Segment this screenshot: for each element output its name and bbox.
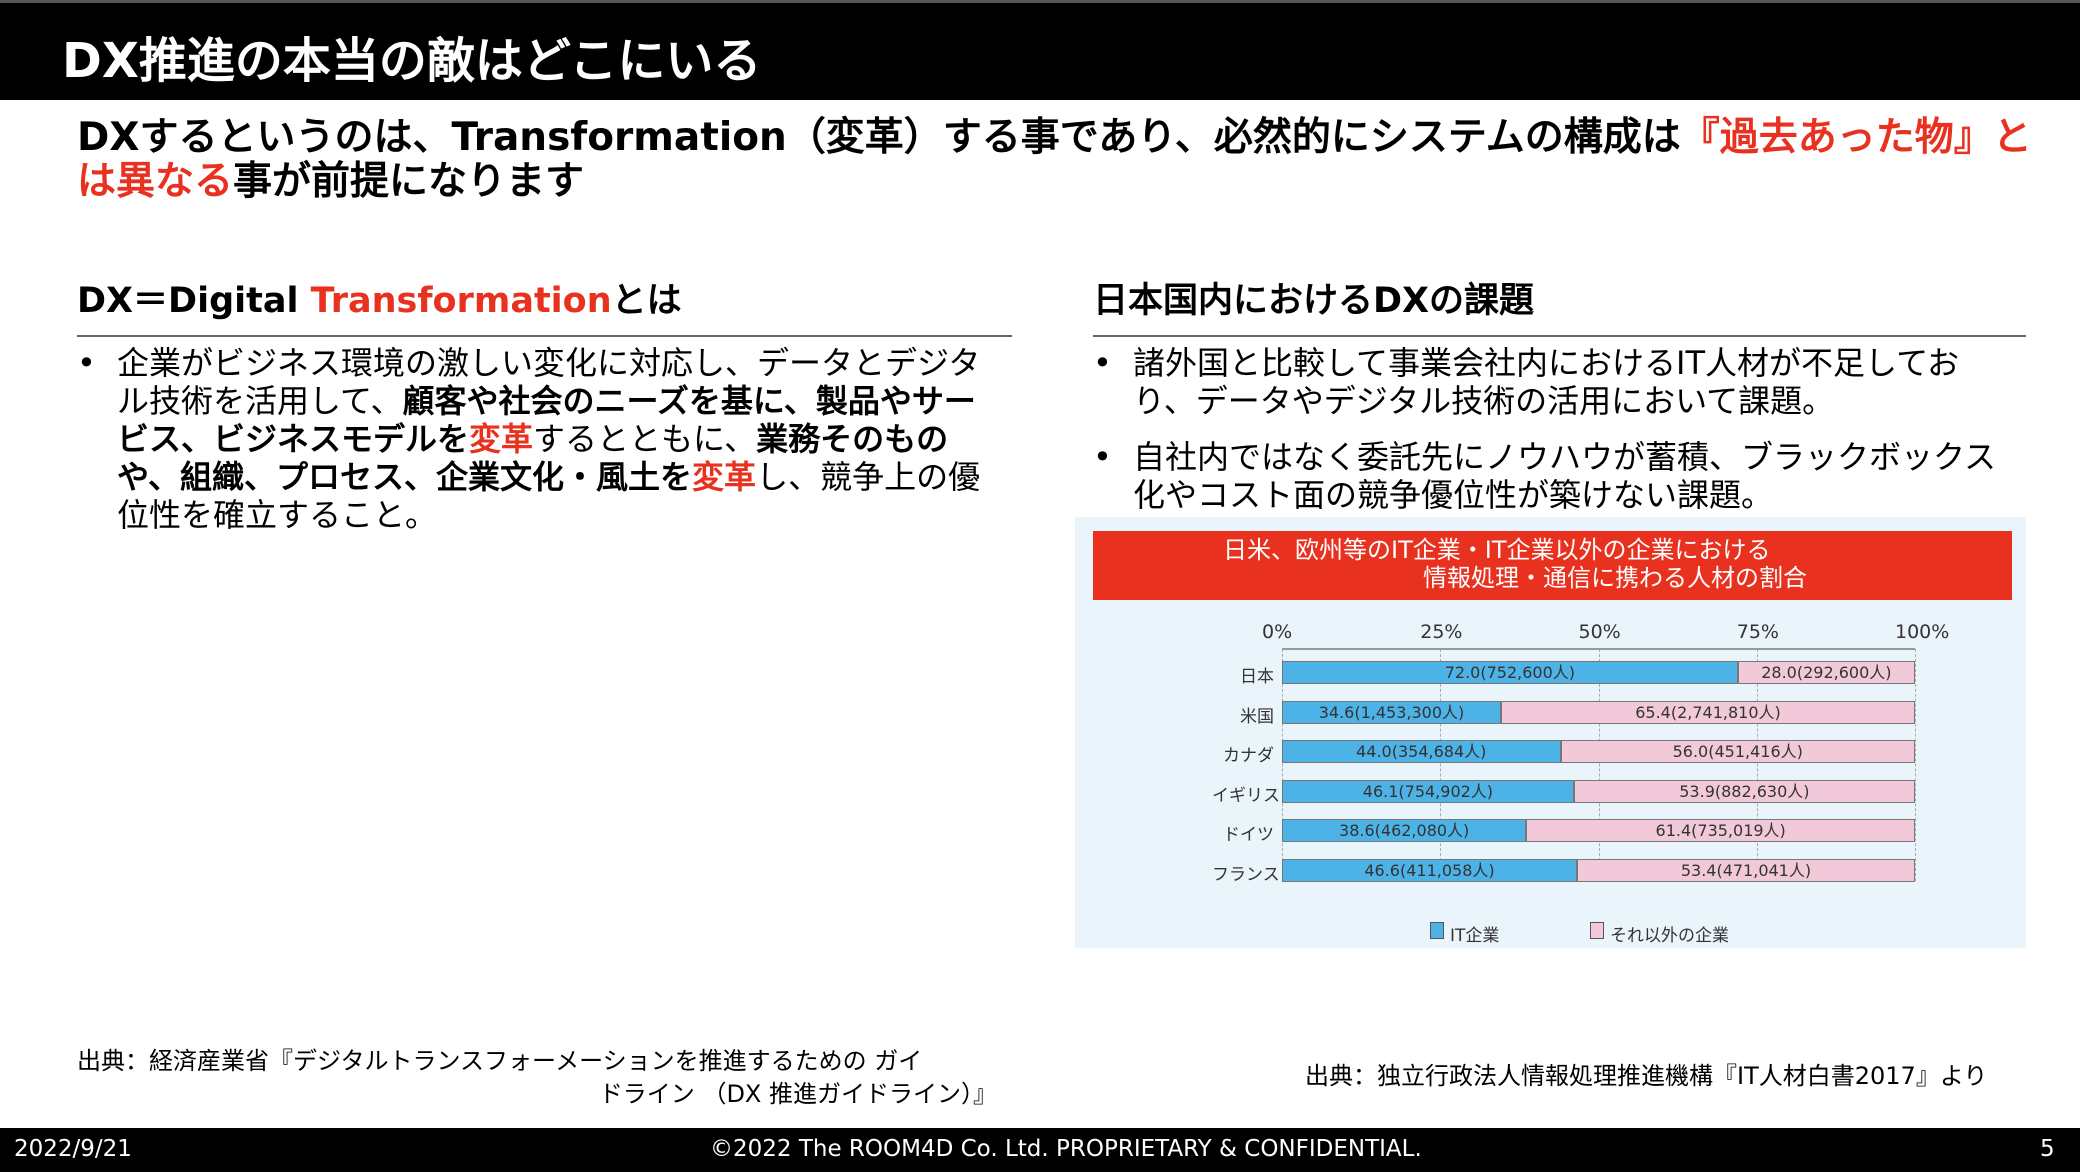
left-section-heading: DX＝Digital Transformationとは	[77, 272, 1012, 337]
bold: 業務そのものや、組織、プロセス、企業文化・風土を	[117, 420, 949, 496]
headline-highlight: 『過去あった物』とは異なる	[77, 115, 2032, 204]
left-bullets: 企業がビジネス環境の激しい変化に対応し、データとデジタル技術を活用して、顧客や社…	[77, 344, 997, 552]
source-line: ドライン （DX 推進ガイドライン）』	[598, 1080, 997, 1108]
legend-label: それ以外の企業	[1610, 926, 1729, 946]
list-item: 自社内ではなく委託先にノウハウが蓄積、ブラックボックス化やコスト面の競争優位性が…	[1093, 438, 2013, 514]
slide-title: DX推進の本当の敵はどこにいる	[62, 33, 762, 89]
red: 変革	[692, 458, 757, 496]
bar-segment: 44.0(354,684人)	[1282, 740, 1561, 763]
headline: DXするというのは、Transformation（変革）する事であり、必然的にシ…	[77, 116, 2037, 204]
gridline	[1282, 649, 1283, 881]
legend-swatch	[1430, 922, 1444, 939]
category-label: カナダ	[1223, 746, 1274, 766]
bar-segment: 65.4(2,741,810人)	[1501, 700, 1915, 724]
legend-swatch	[1590, 922, 1604, 939]
bar-segment: 34.6(1,453,300人)	[1282, 700, 1502, 724]
x-tick-label: 100%	[1895, 621, 1950, 643]
source-line: 出典：経済産業省『デジタルトランスフォーメーションを推進するための ガイ	[77, 1047, 923, 1075]
bar-segment: 53.4(471,041人)	[1576, 858, 1915, 882]
chart-title: 日米、欧州等のIT企業・IT企業以外の企業における 情報処理・通信に携わる人材の割…	[1093, 531, 2012, 600]
right-section-heading: 日本国内におけるDXの課題	[1093, 272, 2026, 337]
category-label: フランス	[1212, 864, 1280, 885]
gridline	[1440, 649, 1442, 881]
t: するとともに、	[533, 420, 757, 458]
bar-segment: 38.6(462,080人)	[1282, 819, 1527, 842]
headline-text-end: 事が前提になります	[233, 159, 585, 204]
footer: 2022/9/21 ©2022 The ROOM4D Co. Ltd. PROP…	[0, 1128, 2080, 1172]
red: 変革	[469, 420, 534, 458]
chart-title-line1: 日米、欧州等のIT企業・IT企業以外の企業における	[1223, 536, 1771, 564]
page-number: 5	[2040, 1136, 2055, 1162]
t: し、競争上の優位性を確立すること。	[117, 458, 981, 534]
t: 企業がビジネス環境の激しい変化に対応し、データとデジタル技術を活用して、	[117, 344, 981, 420]
bar-segment: 46.1(754,902人)	[1282, 779, 1574, 803]
x-tick-label: 50%	[1578, 621, 1621, 643]
heading-text: DX＝Digital	[77, 281, 311, 321]
left-source: 出典：経済産業省『デジタルトランスフォーメーションを推進するための ガイドライン…	[77, 1045, 997, 1111]
footer-date: 2022/9/21	[14, 1136, 132, 1162]
list-item: 企業がビジネス環境の激しい変化に対応し、データとデジタル技術を活用して、顧客や社…	[77, 344, 997, 534]
category-label: ドイツ	[1223, 825, 1274, 845]
category-label: 日本	[1240, 667, 1274, 687]
x-tick-label: 0%	[1262, 621, 1293, 643]
bar-segment: 61.4(735,019人)	[1526, 819, 1915, 842]
bar-chart: 日米、欧州等のIT企業・IT企業以外の企業における 情報処理・通信に携わる人材の割…	[1075, 517, 2026, 948]
category-label: 米国	[1240, 706, 1274, 727]
headline-text: DXするというのは、Transformation（変革）する事であり、必然的にシ…	[77, 115, 1681, 160]
x-tick-label: 75%	[1736, 621, 1779, 643]
heading-text-end: とは	[611, 281, 682, 321]
bar-segment: 72.0(752,600人)	[1282, 661, 1738, 684]
gridline	[1756, 649, 1758, 881]
bar-segment: 46.6(411,058人)	[1282, 858, 1577, 882]
gridline	[1915, 649, 1916, 881]
title-bar: DX推進の本当の敵はどこにいる	[0, 0, 2080, 100]
bar-segment: 56.0(451,416人)	[1560, 740, 1915, 763]
category-label: イギリス	[1212, 785, 1280, 806]
legend-label: IT企業	[1450, 926, 1500, 946]
bar-segment: 53.9(882,630人)	[1573, 779, 1915, 803]
right-source: 出典：独立行政法人情報処理推進機構『IT人材白書2017』より	[1305, 1062, 1988, 1090]
x-tick-label: 25%	[1420, 621, 1463, 643]
x-axis-line	[1282, 648, 1915, 650]
chart-title-line2: 情報処理・通信に携わる人材の割合	[1423, 564, 1807, 592]
right-bullets: 諸外国と比較して事業会社内におけるIT人材が不足しており、データやデジタル技術の…	[1093, 344, 2013, 532]
list-item: 諸外国と比較して事業会社内におけるIT人材が不足しており、データやデジタル技術の…	[1093, 344, 2013, 420]
bar-segment: 28.0(292,600人)	[1737, 661, 1915, 684]
gridline	[1598, 649, 1600, 881]
heading-highlight: Transformation	[310, 281, 612, 321]
bold: 顧客や社会のニーズを基に、製品やサービス、ビジネスモデルを	[117, 382, 976, 458]
footer-copyright: ©2022 The ROOM4D Co. Ltd. PROPRIETARY & …	[710, 1136, 1422, 1162]
